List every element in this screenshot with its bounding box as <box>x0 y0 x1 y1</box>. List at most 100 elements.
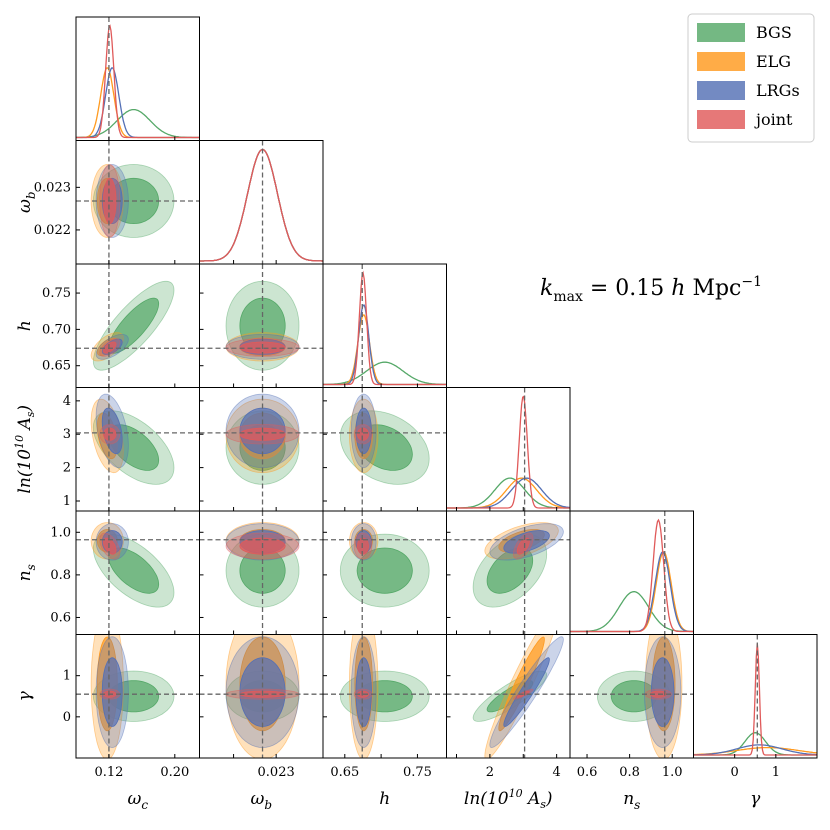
x-axis-label-lnAs: ln(1010 As) <box>464 787 553 811</box>
panel-frame-3-3 <box>446 387 571 512</box>
marginal-joint-n_s <box>570 518 694 633</box>
contour-68-joint-lnAs-omega_c <box>103 427 117 441</box>
x-axis-label-gamma: γ <box>750 789 761 809</box>
legend-swatch-joint <box>697 110 745 129</box>
panel-omega_b-omega_c <box>76 140 200 264</box>
marginal-ELG-h <box>323 314 447 386</box>
panel-n_s-n_s <box>570 511 694 635</box>
panel-frame-4-4 <box>569 510 694 635</box>
panel-omega_b-omega_b <box>199 140 323 264</box>
panel-gamma-omega_c <box>76 634 200 758</box>
x-tick-label-h: 0.65 <box>330 765 359 780</box>
panel-n_s-lnAs <box>446 511 570 635</box>
contour-68-joint-lnAs-h <box>356 427 369 441</box>
marginal-BGS-omega_c <box>76 108 200 139</box>
y-tick-label-n_s: 0.6 <box>50 610 71 625</box>
panel-lnAs-omega_b <box>199 387 323 511</box>
kmax-annotation: kmax = 0.15 h Mpc−1 <box>540 274 762 305</box>
x-tick-label-gamma: 1 <box>772 765 780 780</box>
legend-swatch-LRGs <box>697 81 745 100</box>
contour-68-BGS-n_s-h <box>356 547 413 594</box>
y-tick-label-gamma: 1 <box>63 669 71 684</box>
panel-gamma-omega_b <box>199 634 323 758</box>
panel-n_s-omega_c <box>76 511 200 635</box>
panel-gamma-gamma <box>693 634 817 758</box>
contour-68-joint-h-omega_c <box>103 341 117 354</box>
marginal-joint-h <box>323 270 447 386</box>
x-tick-label-n_s: 0.8 <box>619 765 640 780</box>
y-tick-label-h: 0.75 <box>42 286 71 301</box>
y-tick-label-lnAs: 3 <box>63 427 71 442</box>
panel-lnAs-h <box>323 387 447 511</box>
marginal-joint-omega_b <box>199 148 323 262</box>
y-tick-label-h: 0.65 <box>42 359 71 374</box>
x-tick-label-n_s: 0.6 <box>577 765 598 780</box>
marginal-ELG-omega_c <box>76 67 200 139</box>
y-tick-label-lnAs: 4 <box>63 394 71 409</box>
panel-h-h <box>323 264 447 388</box>
y-tick-label-lnAs: 1 <box>63 494 71 509</box>
contour-68-joint-n_s-lnAs <box>516 537 530 555</box>
y-tick-label-lnAs: 2 <box>63 461 71 476</box>
marginal-joint-gamma <box>693 643 817 756</box>
y-tick-label-omega_b: 0.022 <box>34 223 71 238</box>
marginal-joint-lnAs <box>446 395 570 509</box>
x-tick-label-gamma: 0 <box>731 765 739 780</box>
y-tick-label-h: 0.70 <box>42 322 71 337</box>
legend-label-joint: joint <box>754 110 793 129</box>
contour-68-BGS-gamma-n_s <box>610 680 657 713</box>
panel-h-omega_b <box>199 264 323 388</box>
panel-lnAs-lnAs <box>446 387 570 511</box>
legend-label-LRGs: LRGs <box>756 81 800 100</box>
panel-frame-0-0 <box>75 16 200 141</box>
x-tick-label-omega_c: 0.20 <box>160 765 189 780</box>
x-axis-label-omega_b: ωb <box>250 789 272 812</box>
x-tick-label-h: 0.75 <box>403 765 432 780</box>
marginal-LRGs-gamma <box>693 744 817 756</box>
legend-label-BGS: BGS <box>756 23 792 42</box>
y-axis-label-omega_b: ωb <box>15 191 38 213</box>
panel-n_s-omega_b <box>199 511 323 635</box>
legend-swatch-ELG <box>697 52 745 71</box>
panel-gamma-lnAs <box>446 634 570 758</box>
y-tick-label-n_s: 1.0 <box>50 525 71 540</box>
x-tick-label-lnAs: 2 <box>486 765 494 780</box>
y-tick-label-omega_b: 0.023 <box>34 180 71 195</box>
marginal-BGS-omega_b <box>199 148 323 262</box>
panel-frame-1-1 <box>199 140 324 265</box>
panel-frame-5-5 <box>693 634 818 759</box>
x-axis-label-omega_c: ωc <box>127 789 148 812</box>
x-tick-label-omega_b: 0.023 <box>258 765 295 780</box>
contour-68-joint-n_s-h <box>356 537 369 555</box>
contour-68-BGS-n_s-omega_c <box>108 547 160 594</box>
marginal-ELG-omega_b <box>199 148 323 262</box>
panel-n_s-h <box>323 511 447 635</box>
y-tick-label-gamma: 0 <box>63 710 71 725</box>
legend-swatch-BGS <box>697 23 745 42</box>
y-tick-label-n_s: 0.8 <box>50 568 71 583</box>
panel-gamma-n_s <box>570 634 694 758</box>
contour-68-joint-lnAs-omega_b <box>239 427 286 441</box>
marginal-joint-omega_c <box>76 24 200 139</box>
legend-label-ELG: ELG <box>756 52 791 71</box>
x-axis-label-h: h <box>379 789 390 809</box>
panel-frame-2-2 <box>322 263 447 388</box>
y-axis-label-lnAs: ln(1010 As) <box>13 405 37 494</box>
panel-h-omega_c <box>76 264 200 388</box>
marginal-BGS-gamma <box>693 732 817 756</box>
y-axis-label-gamma: γ <box>15 690 35 701</box>
marginal-LRGs-h <box>323 304 447 386</box>
x-tick-label-lnAs: 4 <box>553 765 561 780</box>
legend: BGS ELG LRGs joint <box>687 13 815 143</box>
marginal-LRGs-omega_b <box>199 148 323 262</box>
panel-omega_c-omega_c <box>76 17 200 141</box>
marginal-BGS-h <box>323 361 447 386</box>
x-axis-label-n_s: ns <box>623 789 640 812</box>
y-axis-label-n_s: ns <box>15 564 38 581</box>
panel-gamma-h <box>323 634 447 758</box>
panel-lnAs-omega_c <box>76 387 200 511</box>
y-axis-label-h: h <box>15 320 35 331</box>
x-tick-label-n_s: 1.0 <box>662 765 683 780</box>
